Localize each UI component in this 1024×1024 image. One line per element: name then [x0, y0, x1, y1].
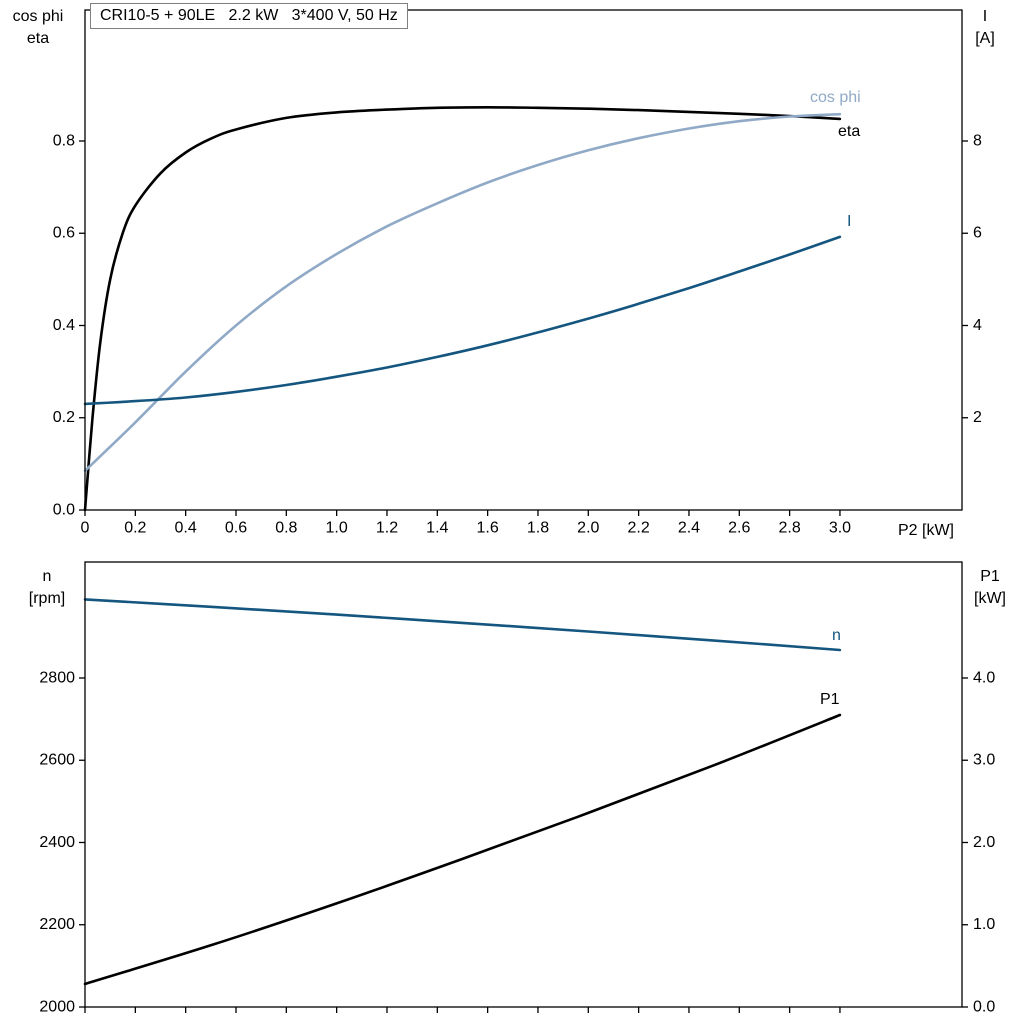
right-tick-label: 8	[973, 132, 982, 149]
x-tick-label: 0.2	[124, 519, 146, 536]
left-tick-label: 2400	[39, 834, 75, 851]
right-axis-title-line2: [A]	[975, 30, 995, 47]
left-tick-label: 0.0	[53, 502, 75, 519]
right-tick-label: 4	[973, 317, 982, 334]
left-tick-label: 0.2	[53, 409, 75, 426]
p1-curve-label: P1	[820, 691, 840, 708]
x-tick-label: 1.4	[426, 519, 448, 536]
chart-title-box: CRI10-5 + 90LE 2.2 kW 3*400 V, 50 Hz	[90, 3, 408, 29]
right-tick-label: 2.0	[973, 834, 995, 851]
chart-speed-power: 2000 2200 2400 2600 2800 0.0 1.0 2.0 3.0 4.0	[39, 561, 995, 1016]
plot-frame	[84, 9, 963, 511]
left-axis-title-line2: eta	[26, 30, 50, 47]
series-cos-phi	[83, 112, 842, 473]
series-P1	[83, 713, 842, 986]
left-tick-label: 2600	[39, 752, 75, 769]
top-left-axis-title: cos phi eta	[0, 6, 76, 50]
x-tick-label: 1.8	[527, 519, 549, 536]
p1-axis-title-line2: [kW]	[974, 590, 1006, 607]
x-axis-title: P2 [kW]	[897, 522, 954, 539]
chart-title: CRI10-5 + 90LE 2.2 kW 3*400 V, 50 Hz	[100, 7, 398, 24]
x-tick-label: 1.0	[326, 519, 348, 536]
current-curve-label: I	[847, 213, 852, 230]
bottom-right-axis-title: P1 [kW]	[955, 566, 1024, 610]
n-axis-title-line2: [rpm]	[28, 590, 66, 607]
left-tick-label: 0.4	[53, 317, 75, 334]
left-tick-label: 2200	[39, 916, 75, 933]
left-tick-label: 0.8	[53, 132, 75, 149]
top-right-axis-title: I [A]	[950, 6, 1020, 50]
x-tick-label: 1.2	[376, 519, 398, 536]
x-tick-label: 0.4	[175, 519, 197, 536]
cos-phi-curve-label: cos phi	[810, 89, 861, 106]
series-I	[83, 235, 842, 406]
right-axis-title-line1: I	[982, 8, 988, 25]
x-tick-label: 2.6	[728, 519, 750, 536]
x-tick-label: 0	[81, 519, 90, 536]
right-tick-label: 6	[973, 225, 982, 242]
x-tick-label: 3.0	[829, 519, 851, 536]
x-tick-label: 2.8	[778, 519, 800, 536]
series-eta	[83, 105, 842, 512]
right-tick-label: 4.0	[973, 669, 995, 686]
n-axis-title-line1: n	[42, 568, 52, 585]
x-tick-label: 2.2	[628, 519, 650, 536]
left-tick-label: 2800	[39, 669, 75, 686]
speed-curve-label: n	[832, 627, 841, 644]
right-tick-label: 0.0	[973, 999, 995, 1016]
x-tick-label: 0.8	[275, 519, 297, 536]
bottom-left-axis-title: n [rpm]	[12, 566, 82, 610]
series-n	[83, 598, 842, 652]
x-tick-label: 1.6	[477, 519, 499, 536]
right-tick-label: 1.0	[973, 916, 995, 933]
right-tick-label: 2	[973, 409, 982, 426]
left-axis-title-line1: cos phi	[12, 8, 64, 25]
x-tick-label: 2.0	[577, 519, 599, 536]
chart-motor-performance: 0 0.2 0.4 0.6 0.8 1.0 1.2 1.4 1.6 1.8 2.0 2.2 2.4 2.6…	[53, 9, 982, 536]
plot-frame	[84, 561, 963, 1008]
left-tick-label: 0.6	[53, 225, 75, 242]
p1-axis-title-line1: P1	[980, 568, 1000, 585]
left-tick-label: 2000	[39, 999, 75, 1016]
x-tick-label: 0.6	[225, 519, 247, 536]
right-tick-label: 3.0	[973, 752, 995, 769]
eta-curve-label: eta	[838, 123, 861, 140]
x-tick-label: 2.4	[678, 519, 700, 536]
